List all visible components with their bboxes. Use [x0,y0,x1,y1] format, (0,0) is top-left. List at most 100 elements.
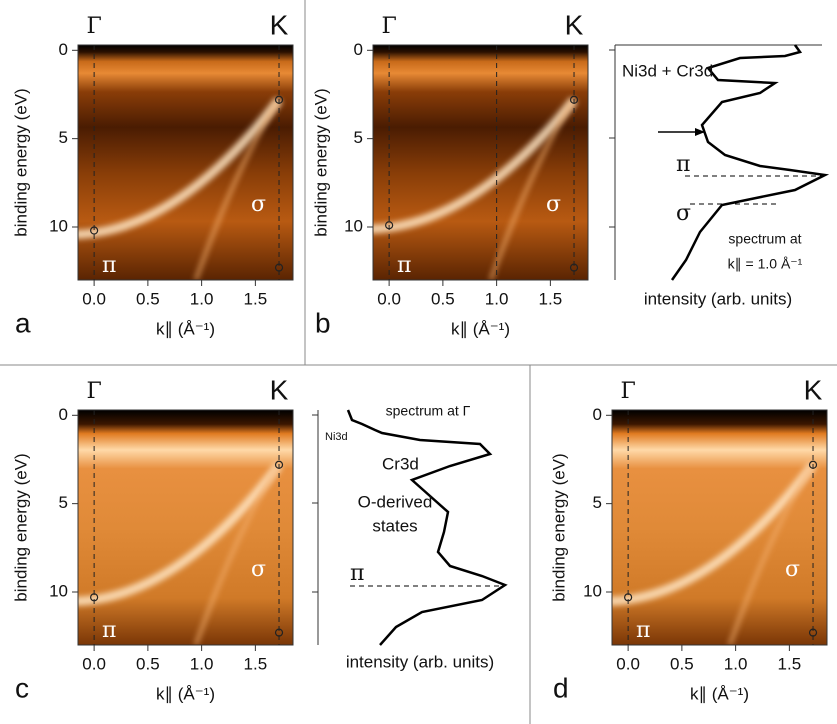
band-glow [193,463,281,645]
x-tick-label: 0.0 [377,289,401,308]
top-label: K [565,9,584,40]
x-tick-label: 1.5 [244,289,268,308]
band-label: π [636,618,650,643]
annotation: Ni3d [325,431,348,443]
band-label: σ [251,557,266,582]
x-tick-label: 1.0 [485,289,509,308]
heatmap-image [373,45,588,280]
y-axis-label: binding energy (eV) [311,88,330,236]
top-label: Γ [381,14,396,39]
marker [90,226,99,235]
top-label: Γ [86,14,101,39]
y-tick-label: 5 [59,493,68,512]
spectrum-c: spectrum at Γ Ni3d Cr3d O-derived states… [312,403,508,671]
y-tick-label: 5 [593,493,602,512]
top-label: K [804,374,823,405]
x-axis-label: k∥ (Å⁻¹) [156,684,215,703]
marker [569,95,579,104]
x-tick-label: 1.5 [539,289,563,308]
marker [808,460,818,469]
arrow-head [695,128,705,136]
heatmap-panel: Γ Kπ σ 0 5 10 0.0 0.5 1.0 1.5 k∥ (Å⁻¹) binding ener… [549,374,828,703]
marker [274,263,284,272]
y-axis-label: binding energy (eV) [549,453,568,601]
heatmap-panel: Γ Kπ σ 0 5 10 0.0 0.5 1.0 1.5 k∥ (Å⁻¹) binding ener… [11,9,294,338]
band-glow [78,462,283,606]
x-tick-label: 0.5 [670,654,694,673]
y-tick-label: 10 [49,216,68,235]
x-axis-label: intensity (arb. units) [346,652,494,671]
y-tick-label: 10 [583,581,602,600]
y-tick-label: 5 [354,128,363,147]
marker [274,95,284,104]
heatmap-image [78,410,293,645]
x-tick-label: 1.5 [244,654,268,673]
x-axis-label: intensity (arb. units) [644,289,792,308]
band-label: π [397,253,411,278]
x-tick-label: 0.0 [616,654,640,673]
panel-letter: c [15,672,29,703]
heatmap [78,410,293,645]
heatmap-panel: Γ Kπ σ 0 5 10 0.0 0.5 1.0 1.5 k∥ (Å⁻¹) binding ener… [311,9,589,338]
annotation: spectrum at Γ [386,403,471,419]
x-tick-label: 1.0 [190,654,214,673]
marker [385,221,394,230]
annotation: π [676,152,690,177]
top-label: Γ [86,379,101,404]
y-tick-label: 0 [593,405,602,424]
band-label: π [102,618,116,643]
frame [77,44,294,281]
marker [569,263,579,272]
x-tick-label: 1.0 [724,654,748,673]
x-tick-label: 0.5 [136,289,160,308]
annotation: Ni3d + Cr3d [622,61,713,80]
marker [274,628,284,637]
y-tick-label: 10 [49,581,68,600]
band-label: σ [785,557,800,582]
panel-letter: b [315,307,331,338]
y-tick-label: 0 [59,40,68,59]
marker [274,460,284,469]
x-tick-label: 0.5 [136,654,160,673]
x-tick-label: 1.0 [190,289,214,308]
spectrum-b: Ni3d + Cr3d π σ spectrum at k∥ = 1.0 Å⁻¹… [609,44,830,308]
annotation: π [350,561,364,586]
heatmap-image [612,410,827,645]
heatmap [78,45,293,280]
spectrum-curve [670,44,830,281]
x-tick-label: 0.0 [82,654,106,673]
heatmap-panel: Γ Kπ σ 0 5 10 0.0 0.5 1.0 1.5 k∥ (Å⁻¹) binding ener… [11,374,294,703]
y-axis-label: binding energy (eV) [11,88,30,236]
y-tick-label: 5 [59,128,68,147]
x-axis-label: k∥ (Å⁻¹) [451,319,510,338]
top-label: K [270,9,289,40]
band-glow [612,462,817,606]
y-axis-label: binding energy (eV) [11,453,30,601]
panel-letter: d [553,672,569,703]
y-tick-label: 0 [59,405,68,424]
heatmap [612,410,827,645]
frame [611,409,828,646]
band-label: σ [251,192,266,217]
band-glow [78,97,283,239]
x-axis-label: k∥ (Å⁻¹) [156,319,215,338]
frame [372,44,589,281]
annotation: Cr3d [382,454,419,473]
heatmap-image [78,45,293,280]
spectrum-curve [346,409,508,646]
x-tick-label: 0.5 [431,289,455,308]
marker [808,628,818,637]
band-glow [193,98,281,280]
y-tick-label: 0 [354,40,363,59]
x-tick-label: 0.0 [82,289,106,308]
band-glow [727,463,815,645]
band-label: π [102,253,116,278]
marker [624,593,633,602]
y-tick-label: 10 [344,216,363,235]
panel-letter: a [15,307,31,338]
annotation: states [372,516,417,535]
band-label: σ [546,192,561,217]
heatmap [373,45,588,280]
annotation: k∥ = 1.0 Å⁻¹ [728,256,803,272]
